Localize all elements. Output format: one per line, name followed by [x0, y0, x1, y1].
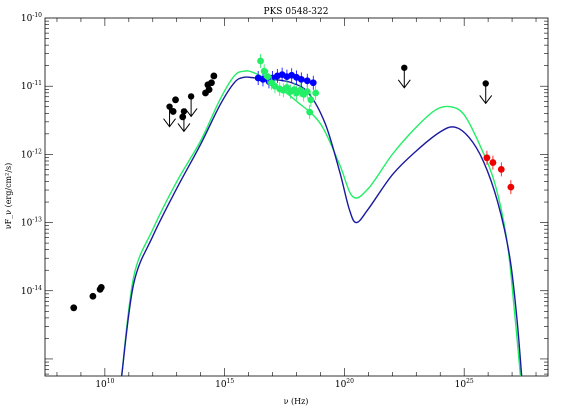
x-tick-label: 1020 — [335, 378, 354, 390]
data-point — [309, 79, 317, 87]
data-point — [260, 67, 268, 75]
axis-ticks — [45, 18, 548, 376]
x-tick-label: 1010 — [95, 378, 114, 390]
data-point — [306, 108, 314, 116]
upper-limit-arrow — [397, 67, 411, 89]
data-point — [172, 96, 179, 104]
x-tick-label: 1025 — [455, 378, 474, 390]
y-tick-label: 10-11 — [21, 80, 42, 92]
upper-limit-arrow — [177, 111, 191, 133]
chart-title: PKS 0548-322 — [264, 7, 329, 17]
data-point — [97, 283, 105, 291]
data-point — [179, 113, 187, 121]
x-tick-label: 1015 — [215, 378, 234, 390]
y-tick-label: 10-13 — [21, 217, 42, 229]
y-tick-label: 10-10 — [21, 12, 42, 24]
y-tick-label: 10-12 — [21, 148, 42, 160]
data-point — [507, 183, 515, 191]
data-point — [307, 96, 315, 104]
model-curve — [120, 70, 522, 376]
data-point — [169, 108, 177, 115]
data-point — [205, 86, 213, 93]
data-point — [210, 72, 218, 80]
data-point — [497, 165, 505, 173]
data-point — [264, 73, 272, 81]
data-point — [303, 88, 311, 96]
upper-limit-arrow — [184, 96, 198, 118]
data-point — [303, 77, 311, 85]
y-tick-label: 10-14 — [21, 285, 42, 297]
axis-tick-labels: 1010 1015 1020 1025 10-10 10-11 10-12 10-13 10-1… — [21, 12, 474, 390]
model-curves — [120, 70, 523, 376]
data-point — [70, 304, 78, 312]
y-axis-label: νF_ν (erg/cm²/s) — [4, 163, 13, 230]
x-axis-label: ν (Hz) — [284, 397, 309, 406]
data-point — [208, 79, 215, 87]
data-point — [483, 154, 491, 162]
upper-limit-arrow — [163, 106, 176, 128]
data-point — [489, 159, 497, 166]
data-point — [312, 89, 320, 97]
data-points — [70, 53, 515, 312]
model-curve — [120, 76, 523, 376]
data-point — [89, 292, 97, 300]
data-point — [297, 75, 305, 83]
data-point — [257, 57, 264, 65]
upper-limit-arrow — [479, 83, 493, 105]
